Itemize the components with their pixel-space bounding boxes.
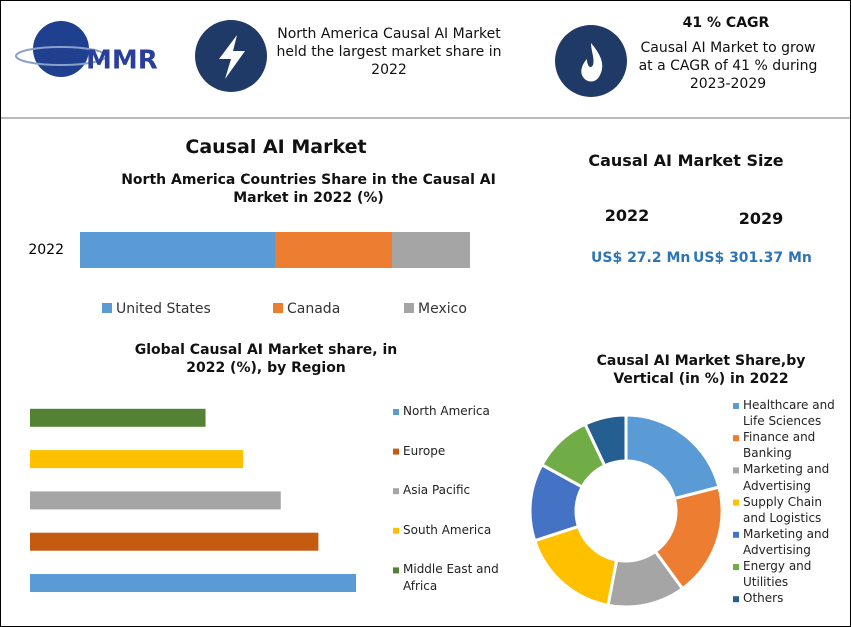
cagr-title: 41 % CAGR bbox=[682, 15, 770, 31]
legend-label: Asia Pacific bbox=[403, 483, 471, 498]
legend-swatch bbox=[733, 403, 739, 409]
legend-label: Europe bbox=[403, 443, 446, 458]
legend-label: Healthcare and Life Sciences bbox=[743, 398, 835, 429]
legend-swatch bbox=[733, 531, 739, 538]
legend-label: South America bbox=[403, 522, 492, 537]
legend-swatch bbox=[733, 596, 739, 603]
bar-segment bbox=[275, 232, 392, 268]
size-value: US$ 301.37 Mn bbox=[693, 250, 812, 266]
size-value: US$ 27.2 Mn bbox=[591, 250, 691, 266]
legend-swatch bbox=[393, 409, 399, 415]
bar bbox=[30, 408, 206, 427]
legend-swatch bbox=[393, 448, 399, 455]
bar-segment bbox=[392, 232, 470, 268]
icon-circle bbox=[555, 25, 627, 97]
main-title: Causal AI Market bbox=[185, 136, 367, 158]
legend-swatch bbox=[733, 467, 739, 474]
donut-slice bbox=[532, 524, 619, 608]
bar bbox=[30, 532, 319, 551]
logo-ring bbox=[15, 46, 107, 66]
legend-label: Others bbox=[743, 591, 784, 606]
legend-swatch bbox=[273, 303, 283, 313]
logo-globe bbox=[33, 21, 89, 77]
chart-title: North America Countries Share in the Cau… bbox=[121, 172, 496, 207]
donut-slice bbox=[583, 413, 628, 468]
legend-swatch bbox=[393, 527, 399, 534]
legend-label: Mexico bbox=[418, 301, 467, 317]
legend-label: United States bbox=[116, 301, 211, 317]
legend-label: Marketing and Advertising bbox=[743, 462, 830, 493]
legend-label: Marketing and Advertising bbox=[743, 526, 830, 557]
legend-swatch bbox=[733, 564, 739, 570]
cagr-text: Causal AI Market to grow at a CAGR of 41… bbox=[638, 40, 818, 93]
size-year: 2022 bbox=[604, 206, 650, 225]
legend-swatch bbox=[733, 499, 739, 506]
icon-bolt bbox=[219, 35, 245, 79]
fact-text: North America Causal AI Market held the … bbox=[276, 26, 502, 79]
legend-swatch bbox=[404, 303, 414, 313]
legend-label: Middle East and Africa bbox=[403, 562, 499, 593]
legend-swatch bbox=[393, 488, 399, 495]
legend-swatch bbox=[102, 303, 112, 313]
bar bbox=[30, 574, 356, 592]
bar-segment bbox=[80, 232, 275, 268]
bar bbox=[30, 491, 281, 510]
size-title: Causal AI Market Size bbox=[588, 151, 784, 170]
legend-swatch bbox=[733, 435, 739, 442]
icon-flame bbox=[581, 43, 603, 82]
legend-label: North America bbox=[403, 404, 490, 418]
bar bbox=[30, 450, 244, 469]
logo-text: MMR bbox=[86, 46, 158, 76]
legend-label: Finance and Banking bbox=[743, 430, 816, 461]
chart-title: Causal AI Market Share,by Vertical (in %… bbox=[596, 353, 806, 388]
legend-swatch bbox=[393, 567, 399, 574]
size-year: 2029 bbox=[738, 209, 784, 228]
legend-label: Supply Chain and Logistics bbox=[743, 494, 822, 525]
category-label: 2022 bbox=[28, 242, 64, 258]
legend-label: Canada bbox=[287, 301, 340, 317]
legend-label: Energy and Utilities bbox=[743, 559, 812, 590]
donut-slice bbox=[624, 413, 721, 501]
chart-title: Global Causal AI Market share, in 2022 (… bbox=[134, 342, 398, 377]
